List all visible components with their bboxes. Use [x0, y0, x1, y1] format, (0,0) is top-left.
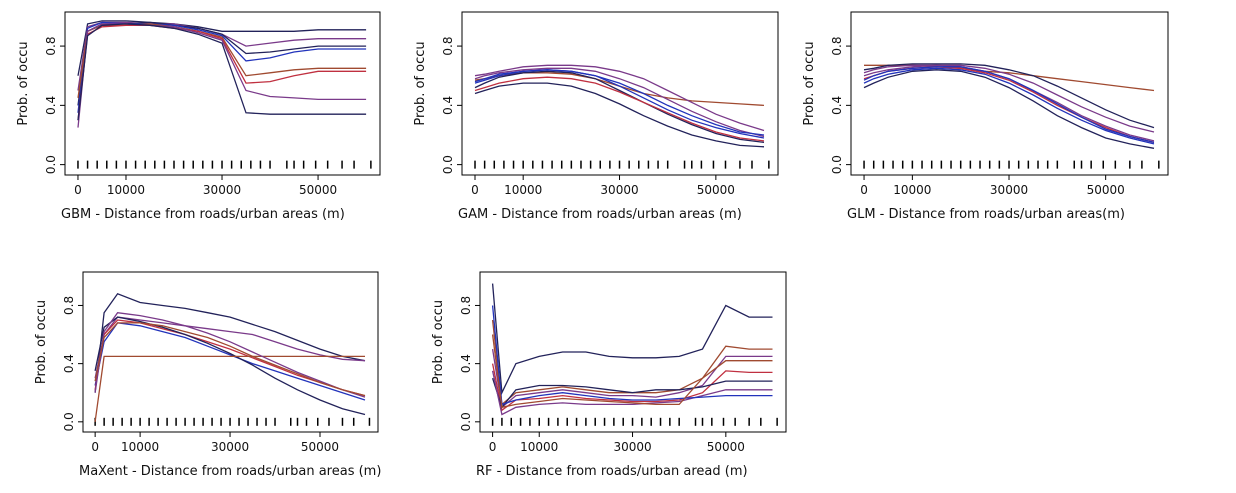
x-tick-label: 30000	[990, 183, 1028, 197]
x-tick-label: 0	[471, 183, 479, 197]
response-curve	[77, 21, 367, 106]
y-tick-label: 0.8	[44, 37, 58, 56]
x-tick-label: 10000	[107, 183, 145, 197]
response-curve	[863, 64, 1155, 133]
y-tick-label: 0.4	[459, 354, 473, 373]
response-curve	[94, 312, 366, 398]
x-axis-label: GLM - Distance from roads/urban areas(m)	[847, 207, 1125, 222]
y-tick-label: 0.4	[830, 96, 844, 115]
x-tick-label: 0	[860, 183, 868, 197]
y-axis-label: Prob. of occu	[413, 41, 428, 125]
response-curve	[491, 334, 773, 409]
response-curve	[491, 348, 773, 409]
x-tick-label: 10000	[520, 440, 558, 454]
response-curve	[94, 316, 366, 379]
x-tick-label: 50000	[301, 440, 339, 454]
response-curve	[77, 23, 367, 121]
x-tick-label: 0	[91, 440, 99, 454]
x-tick-label: 30000	[613, 440, 651, 454]
response-curve	[491, 378, 773, 409]
response-curve	[94, 293, 366, 393]
response-curve	[77, 21, 367, 113]
response-curve	[474, 69, 765, 139]
y-tick-label: 0.0	[830, 155, 844, 174]
x-tick-label: 10000	[121, 440, 159, 454]
response-curve	[94, 316, 366, 416]
response-curve	[474, 69, 765, 136]
response-curve	[863, 66, 1155, 144]
response-curve	[474, 70, 765, 144]
response-curve	[491, 319, 773, 406]
response-curve	[94, 322, 366, 401]
response-curve	[863, 63, 1155, 129]
x-tick-label: 50000	[299, 183, 337, 197]
x-axis-label: GBM - Distance from roads/urban areas (m…	[61, 207, 345, 222]
response-curve	[863, 69, 1155, 149]
x-tick-label: 50000	[1087, 183, 1125, 197]
response-curve	[474, 72, 765, 107]
response-curve	[94, 322, 366, 397]
x-tick-label: 30000	[600, 183, 638, 197]
response-curve	[77, 24, 367, 121]
x-axis-label: RF - Distance from roads/urban aread (m)	[476, 464, 748, 479]
y-axis-label: Prob. of occu	[16, 41, 31, 125]
response-curve	[491, 283, 773, 396]
y-tick-label: 0.4	[441, 96, 455, 115]
y-tick-label: 0.0	[44, 155, 58, 174]
y-tick-label: 0.8	[62, 296, 76, 315]
y-tick-label: 0.8	[441, 37, 455, 56]
plot-frame	[850, 11, 1169, 176]
response-curve	[474, 64, 765, 132]
response-curve	[94, 355, 365, 422]
x-tick-label: 0	[489, 440, 497, 454]
response-curve	[863, 67, 1155, 145]
y-axis-label: Prob. of occu	[431, 300, 446, 384]
y-tick-label: 0.4	[62, 354, 76, 373]
x-tick-label: 50000	[697, 183, 735, 197]
response-curve	[474, 82, 765, 148]
response-curve	[491, 370, 773, 416]
response-curve	[491, 305, 773, 406]
y-tick-label: 0.8	[830, 37, 844, 56]
x-axis-label: GAM - Distance from roads/urban areas (m…	[458, 207, 742, 222]
x-tick-label: 0	[74, 183, 82, 197]
y-tick-label: 0.8	[459, 296, 473, 315]
y-tick-label: 0.0	[62, 412, 76, 431]
response-curve	[474, 76, 765, 142]
x-tick-label: 30000	[203, 183, 241, 197]
response-curve	[77, 21, 367, 91]
response-curve	[474, 67, 765, 138]
x-tick-label: 10000	[504, 183, 542, 197]
response-curve	[77, 20, 367, 76]
y-axis-label: Prob. of occu	[34, 300, 49, 384]
plot-frame	[82, 271, 379, 433]
x-tick-label: 10000	[893, 183, 931, 197]
plot-frame	[479, 271, 787, 433]
y-tick-label: 0.4	[44, 96, 58, 115]
y-tick-label: 0.0	[459, 412, 473, 431]
x-tick-label: 50000	[707, 440, 745, 454]
response-curve	[77, 23, 367, 128]
plot-frame	[461, 11, 779, 176]
x-tick-label: 30000	[211, 440, 249, 454]
y-axis-label: Prob. of occu	[802, 41, 817, 125]
y-tick-label: 0.0	[441, 155, 455, 174]
x-axis-label: MaXent - Distance from roads/urban areas…	[79, 464, 381, 479]
